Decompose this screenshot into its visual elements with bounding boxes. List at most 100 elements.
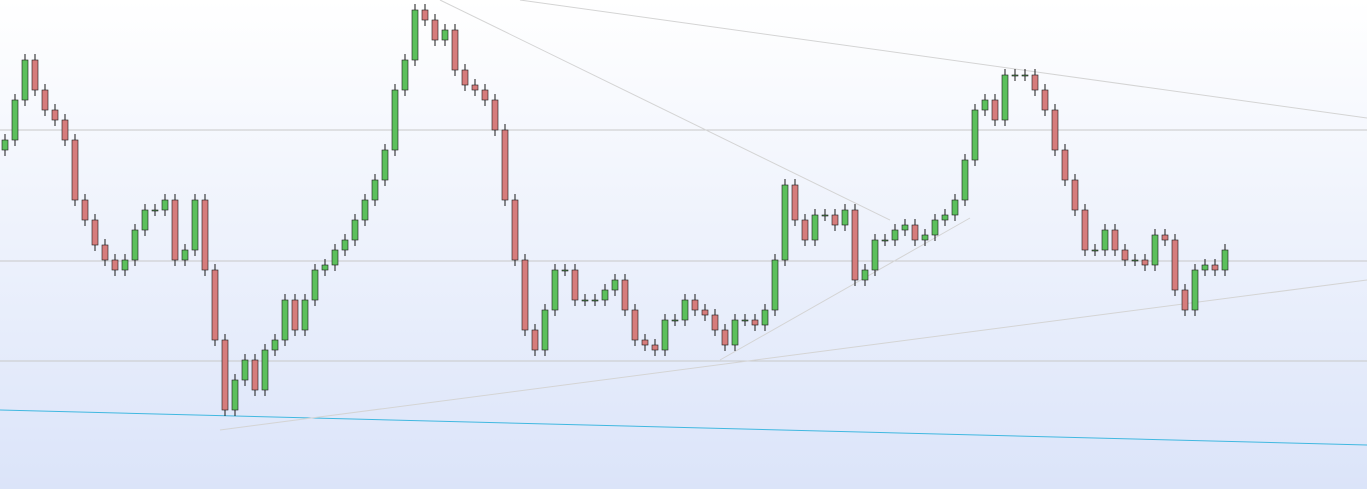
trend-line	[439, 0, 891, 221]
candle-body	[1051, 109, 1059, 151]
candle-body	[691, 299, 699, 311]
candle-body	[241, 359, 249, 381]
candle-body	[11, 99, 19, 141]
candle-body	[421, 9, 429, 21]
trend-line	[719, 217, 971, 361]
trend-line	[219, 279, 1367, 431]
candle-body	[71, 139, 79, 201]
candle-body	[371, 179, 379, 201]
candle-body	[31, 59, 39, 91]
candle-body	[331, 249, 339, 266]
candle-body	[1031, 74, 1039, 91]
candle-body	[481, 89, 489, 101]
candle-body	[91, 219, 99, 246]
candle-body	[1061, 149, 1069, 181]
candle-body	[841, 209, 849, 226]
candle-body	[231, 379, 239, 411]
candle-body	[531, 329, 539, 351]
candle-body	[1201, 264, 1209, 271]
candle-body	[461, 69, 469, 86]
candle-body	[271, 339, 279, 351]
candle-body	[731, 319, 739, 346]
candle-body	[211, 269, 219, 341]
candle-body	[351, 219, 359, 241]
candle-body	[791, 184, 799, 221]
candle-body	[251, 359, 259, 391]
candle-body	[521, 259, 529, 331]
candle-body	[761, 309, 769, 326]
candle-body	[121, 259, 129, 271]
candle-body	[171, 199, 179, 261]
candle-body	[1141, 259, 1149, 266]
candle-body	[1111, 229, 1119, 251]
candle-body	[851, 209, 859, 281]
candle-body	[431, 19, 439, 41]
candle-body	[1121, 249, 1129, 261]
candle-body	[511, 199, 519, 261]
candle-body	[381, 149, 389, 181]
candle-body	[741, 319, 749, 322]
candle-body	[1151, 234, 1159, 266]
candle-body	[131, 229, 139, 261]
candle-body	[701, 309, 709, 316]
candle-body	[981, 99, 989, 111]
candle-body	[681, 299, 689, 321]
candle-body	[571, 269, 579, 301]
candle-body	[971, 109, 979, 161]
candle-body	[631, 309, 639, 341]
candle-body	[201, 199, 209, 271]
candle-body	[581, 299, 589, 302]
candle-body	[141, 209, 149, 231]
candle-body	[871, 239, 879, 271]
candle-body	[931, 219, 939, 236]
candle-body	[591, 299, 599, 302]
candle-body	[1, 139, 9, 151]
trend-line	[519, 0, 1367, 119]
candle-body	[781, 184, 789, 261]
candle-body	[51, 109, 59, 121]
candle-body	[1071, 179, 1079, 211]
candle-body	[911, 224, 919, 241]
candle-body	[311, 269, 319, 301]
candle-body	[1091, 249, 1099, 252]
candle-body	[21, 59, 29, 101]
candle-body	[621, 279, 629, 311]
candle-body	[281, 299, 289, 341]
candle-body	[1221, 249, 1229, 271]
candle-body	[1191, 269, 1199, 311]
candle-body	[301, 299, 309, 331]
candle-body	[491, 99, 499, 131]
candle-body	[161, 199, 169, 211]
trend-line	[0, 409, 1367, 446]
candle-body	[551, 269, 559, 311]
candle-body	[101, 244, 109, 261]
candle-body	[1171, 239, 1179, 291]
candle-body	[901, 224, 909, 231]
candle-body	[861, 269, 869, 281]
candle-body	[721, 329, 729, 346]
candle-body	[771, 259, 779, 311]
candle-body	[471, 84, 479, 91]
candle-body	[651, 344, 659, 351]
candle-body	[191, 199, 199, 251]
candle-body	[321, 264, 329, 271]
candle-body	[891, 229, 899, 241]
candle-body	[451, 29, 459, 71]
candle-body	[811, 214, 819, 241]
candle-body	[641, 339, 649, 346]
candle-body	[1011, 74, 1019, 77]
candle-body	[391, 89, 399, 151]
candle-body	[661, 319, 669, 351]
candle-body	[261, 349, 269, 391]
candle-body	[941, 214, 949, 221]
candle-body	[921, 234, 929, 241]
candle-body	[611, 279, 619, 291]
candle-body	[341, 239, 349, 251]
candle-body	[1021, 74, 1029, 77]
candle-body	[601, 289, 609, 301]
candle-body	[291, 299, 299, 331]
candle-body	[561, 269, 569, 272]
candle-body	[151, 209, 159, 212]
candle-body	[41, 89, 49, 111]
